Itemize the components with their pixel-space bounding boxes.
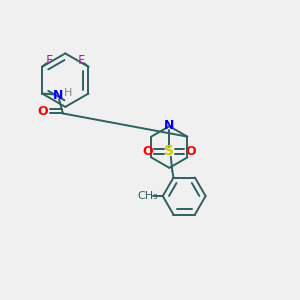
Text: S: S — [164, 145, 174, 158]
Text: CH₃: CH₃ — [137, 191, 158, 201]
Text: O: O — [38, 106, 48, 118]
Text: O: O — [142, 145, 153, 158]
Text: O: O — [186, 145, 196, 158]
Text: F: F — [46, 54, 53, 67]
Text: N: N — [164, 118, 175, 131]
Text: N: N — [53, 88, 64, 101]
Text: F: F — [77, 54, 85, 67]
Text: H: H — [64, 88, 72, 98]
